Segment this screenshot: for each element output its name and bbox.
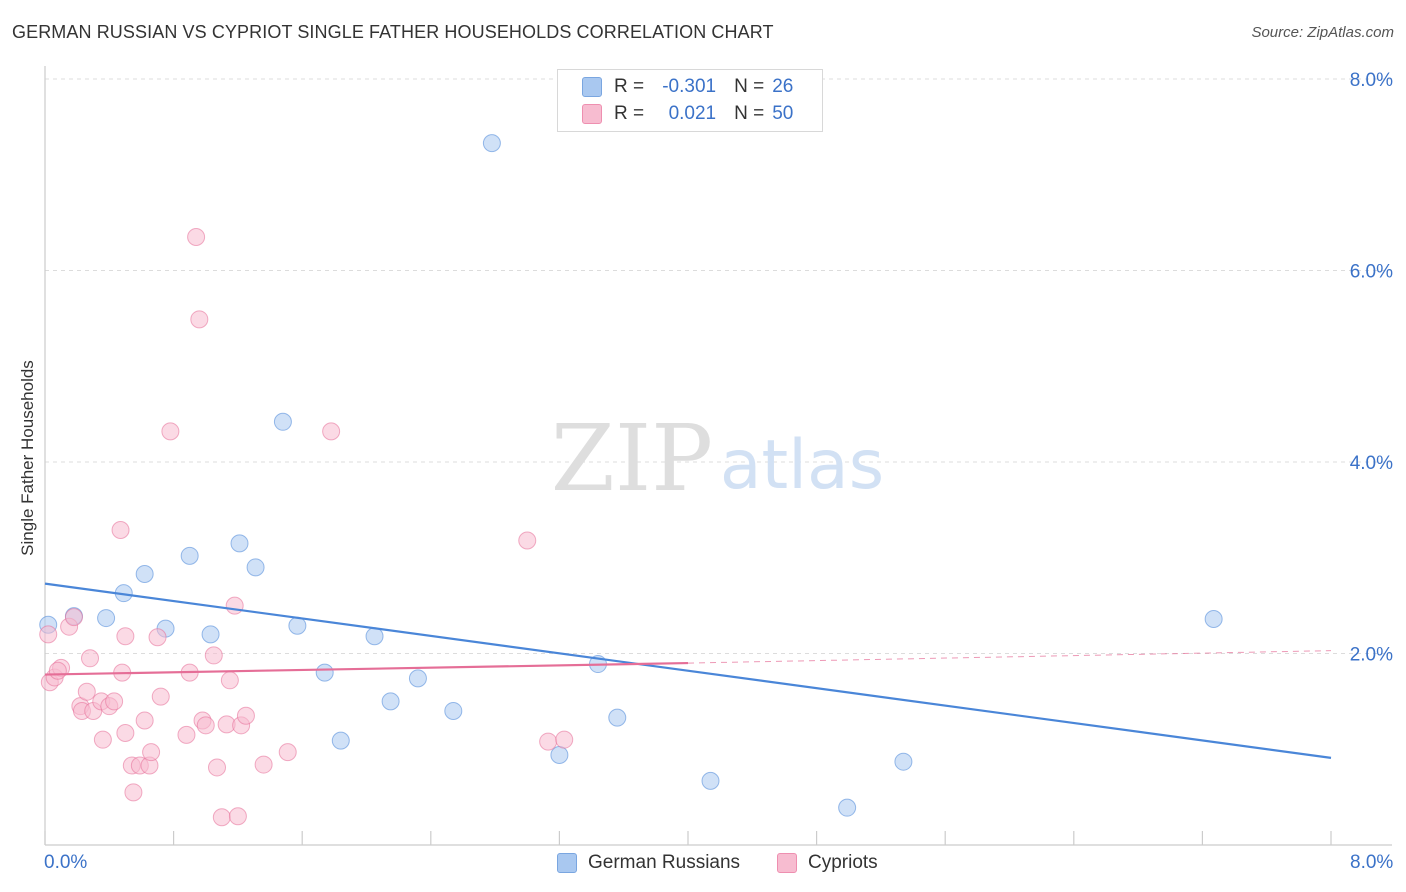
cypriots-point [135,711,154,730]
cypriots-point [93,730,112,749]
cypriots-point [225,596,244,615]
cypriots-swatch [582,104,602,124]
german-russians-point [701,771,720,790]
cypriots-point [196,716,215,735]
cypriots-point [151,687,170,706]
cypriots-point [254,755,273,774]
watermark-atlas: atlas [720,426,884,505]
n-label: N = [734,76,765,97]
german-russians-point [331,731,350,750]
cypriots-point [64,608,83,627]
cypriots-point [204,646,223,665]
legend-row-german-russians: R = -0.301 N = 26 [582,75,793,99]
cypriots-point [148,628,167,647]
legend-item-cypriots: Cypriots [777,852,878,874]
cypriots-point [190,310,209,329]
cypriots-point [124,783,143,802]
source-label: Source: ZipAtlas.com [1251,24,1394,41]
n-value: 26 [772,76,794,97]
cypriots-point [208,758,227,777]
y-axis-title: Single Father Households [18,360,37,556]
correlation-legend: R = -0.301 N = 26 R = 0.021 N = 50 [557,69,823,132]
x-tick-label-min: 0.0% [44,852,88,873]
german-russians-point [482,134,501,153]
cypriots-point [116,723,135,742]
german-russians-point [288,616,307,635]
r-label: R = [614,103,645,124]
german-russians-point [201,625,220,644]
y-tick-label: 6.0% [1350,262,1393,283]
german-russians-point [894,752,913,771]
cypriots-point [48,661,67,680]
german-russians-point [608,708,627,727]
r-value: -0.301 [662,76,717,97]
german-russians-point [246,558,265,577]
r-value: 0.021 [668,103,717,124]
german-russians-point [381,692,400,711]
r-label: R = [614,76,645,97]
german-russians-point [315,663,334,682]
watermark: ZIP atlas [551,405,884,512]
cypriots-point [142,743,161,762]
german-russians-point [273,412,292,431]
cypriots-point [539,732,558,751]
cypriots-point [228,807,247,826]
x-tick-label-max: 8.0% [1350,852,1394,873]
cypriots-point [236,706,255,725]
cypriots-swatch [777,853,797,873]
german-russians-point [230,534,249,553]
cypriots-point [105,692,124,711]
cypriots-point [77,682,96,701]
german-russians-point [365,627,384,646]
trend-lines [44,582,1332,759]
german-russians-point [838,798,857,817]
cypriots-point [116,627,135,646]
cypriots-point [322,422,341,441]
cypriots-point [111,520,130,539]
cypriots-point [187,227,206,246]
german-russians-swatch [582,77,602,97]
german-russians-trend-line [44,582,1332,759]
y-tick-labels: 2.0% 4.0% 6.0% 8.0% [1350,70,1393,666]
german-russians-point [408,669,427,688]
legend-item-german-russians: German Russians [557,852,740,874]
german-russians-point [1204,610,1223,629]
cypriots-point [555,730,574,749]
cypriots-point [39,625,58,644]
cypriots-point [212,808,231,827]
axes [44,66,1392,846]
n-value: 50 [772,103,794,124]
legend-row-cypriots: R = 0.021 N = 50 [582,102,793,126]
chart-title: GERMAN RUSSIAN VS CYPRIOT SINGLE FATHER … [12,22,774,42]
german-russians-point [180,546,199,565]
y-tick-label: 4.0% [1350,453,1393,474]
german-russians-point [550,745,569,764]
cypriots-point [518,531,537,550]
german-russians-point [97,609,116,628]
cypriots-point [220,671,239,690]
cypriots-trend-line [44,661,689,676]
n-label: N = [734,103,765,124]
cypriots-trend-extension [687,650,1332,664]
y-tick-label: 8.0% [1350,70,1393,91]
german-russians-point [135,565,154,584]
y-tick-label: 2.0% [1350,645,1393,666]
cypriots-point [177,725,196,744]
cypriots-point [161,422,180,441]
legend-label: German Russians [588,852,741,873]
legend-label: Cypriots [808,852,878,873]
cypriots-point [278,743,297,762]
watermark-zip: ZIP [551,405,713,512]
german-russians-swatch [557,853,577,873]
german-russians-point [444,701,463,720]
cypriots-point [81,649,100,668]
